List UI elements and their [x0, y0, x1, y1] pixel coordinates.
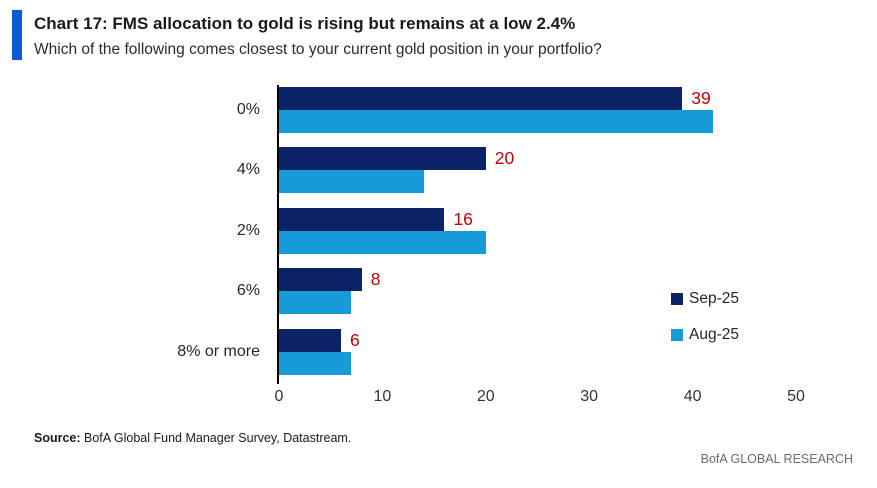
bar-aug-25-0 [279, 110, 714, 133]
source-label: Source: [34, 431, 81, 445]
category-label-4: 4% [236, 161, 260, 179]
value-label-sep-25-0: 39 [691, 88, 711, 108]
x-tick-20: 20 [476, 388, 495, 405]
bar-aug-25-2 [279, 230, 486, 254]
value-label-sep-25-8-or-more: 6 [350, 329, 360, 350]
x-tick-40: 40 [683, 388, 702, 405]
bar-sep-25-2 [279, 207, 445, 231]
source-text: BofA Global Fund Manager Survey, Datastr… [80, 431, 352, 445]
legend-item-sep-25: Sep-25 [671, 289, 739, 308]
title-accent-bar [12, 10, 22, 60]
legend-label-sep-25: Sep-25 [689, 289, 739, 307]
bar-sep-25-8-or-more [279, 328, 342, 352]
category-label-2: 2% [236, 221, 260, 239]
bar-sep-25-4 [279, 147, 486, 171]
bar-sep-25-0 [279, 87, 683, 110]
bar-aug-25-6 [279, 291, 352, 315]
category-label-0: 0% [236, 101, 260, 118]
category-label-8-or-more: 8% or more [177, 342, 260, 360]
y-axis-line [277, 85, 279, 384]
branding-text: BofA GLOBAL RESEARCH [700, 452, 853, 466]
value-label-sep-25-4: 20 [494, 148, 515, 169]
x-tick-10: 10 [373, 388, 392, 405]
source-line: Source: BofA Global Fund Manager Survey,… [34, 431, 351, 445]
x-tick-50: 50 [787, 388, 805, 405]
bar-sep-25-6 [279, 268, 362, 292]
x-tick-0: 0 [274, 388, 284, 405]
value-label-sep-25-6: 8 [370, 269, 381, 290]
legend-label-aug-25: Aug-25 [689, 325, 739, 343]
legend-swatch-sep-25 [671, 292, 683, 305]
legend-swatch-aug-25 [671, 328, 683, 341]
category-label-6: 6% [236, 282, 260, 300]
legend: Sep-25 Aug-25 [671, 289, 739, 361]
legend-item-aug-25: Aug-25 [671, 325, 739, 344]
bar-aug-25-4 [279, 170, 424, 194]
x-tick-30: 30 [580, 388, 599, 405]
chart-subtitle: Which of the following comes closest to … [34, 41, 602, 58]
chart-title: Chart 17: FMS allocation to gold is risi… [34, 14, 576, 33]
value-label-sep-25-2: 16 [453, 208, 473, 229]
bar-aug-25-8-or-more [279, 351, 352, 375]
